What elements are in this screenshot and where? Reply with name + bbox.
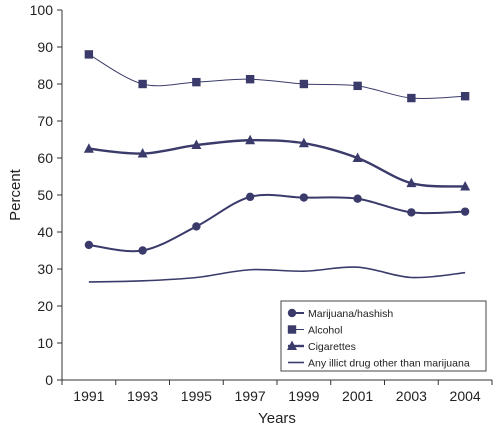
legend-swatch-marker [287, 325, 297, 334]
y-tick-label: 70 [37, 113, 53, 129]
y-tick-label: 80 [37, 76, 53, 92]
data-point-square [299, 79, 309, 89]
series-line [88, 53, 466, 100]
legend-box [280, 300, 487, 372]
y-tick-label: 30 [37, 261, 53, 277]
legend-label: Any illict drug other than marijuana [308, 358, 470, 370]
data-point-square [460, 92, 470, 101]
data-point-triangle [191, 139, 202, 150]
y-tick-label: 40 [37, 224, 53, 240]
y-tick-label: 100 [30, 2, 54, 18]
y-ticks: 0 10 20 30 40 50 60 70 80 90 100 [30, 2, 62, 388]
x-tick-label: 1991 [73, 388, 104, 404]
data-point-triangle [352, 152, 363, 162]
data-point-square [407, 93, 416, 103]
data-point-square [353, 81, 362, 91]
data-point-circle [84, 240, 94, 250]
x-tick-label: 2001 [342, 388, 373, 404]
series-line [88, 193, 466, 253]
y-tick-label: 60 [37, 150, 53, 166]
y-tick-label: 20 [37, 298, 53, 314]
x-ticks: 1991 1993 1995 1997 1999 2001 2003 2004 [61, 380, 493, 404]
series-line [88, 138, 466, 188]
x-tick-label: 2003 [396, 388, 427, 404]
data-point-circle [138, 246, 147, 255]
data-point-square [138, 79, 147, 89]
data-point-triangle [83, 143, 94, 153]
legend: Marijuana/hashish Alcohol Cigarettes Any il… [280, 300, 487, 372]
x-axis-title: Years [258, 410, 296, 427]
x-tick-label: 1997 [235, 388, 266, 404]
data-point-triangle [406, 177, 417, 188]
series-marijuana-hashish [84, 192, 470, 255]
data-point-square [245, 74, 255, 84]
data-point-triangle [137, 148, 148, 158]
data-point-circle [407, 208, 416, 217]
x-tick-label: 2004 [450, 388, 481, 404]
series-alcohol [84, 50, 470, 103]
x-tick-label: 1999 [288, 388, 319, 404]
legend-swatch-marker [287, 340, 297, 350]
series-layer [83, 50, 471, 283]
series-any-illict-drug-other-than-marijuana [88, 266, 466, 283]
legend-label: Marijuana/hashish [308, 308, 393, 320]
data-point-circle [353, 194, 362, 203]
data-point-square [84, 50, 94, 59]
data-point-triangle [298, 137, 309, 148]
y-axis-title: Percent [7, 168, 24, 221]
y-tick-label: 0 [45, 372, 53, 388]
x-tick-label: 1995 [181, 388, 212, 404]
legend-swatch-marker [287, 308, 297, 318]
x-tick-label: 1993 [127, 388, 158, 404]
data-point-circle [299, 193, 309, 202]
legend-label: Cigarettes [308, 341, 356, 353]
data-point-circle [245, 192, 255, 202]
data-point-circle [192, 222, 201, 231]
data-point-triangle [460, 180, 471, 191]
legend-label: Alcohol [308, 325, 342, 337]
y-tick-label: 10 [37, 335, 53, 351]
y-tick-label: 90 [37, 39, 53, 55]
data-point-circle [460, 207, 470, 216]
data-point-square [192, 77, 201, 87]
series-line [88, 266, 466, 283]
series-cigarettes [83, 134, 471, 191]
y-tick-label: 50 [37, 187, 53, 203]
data-point-triangle [245, 134, 256, 145]
